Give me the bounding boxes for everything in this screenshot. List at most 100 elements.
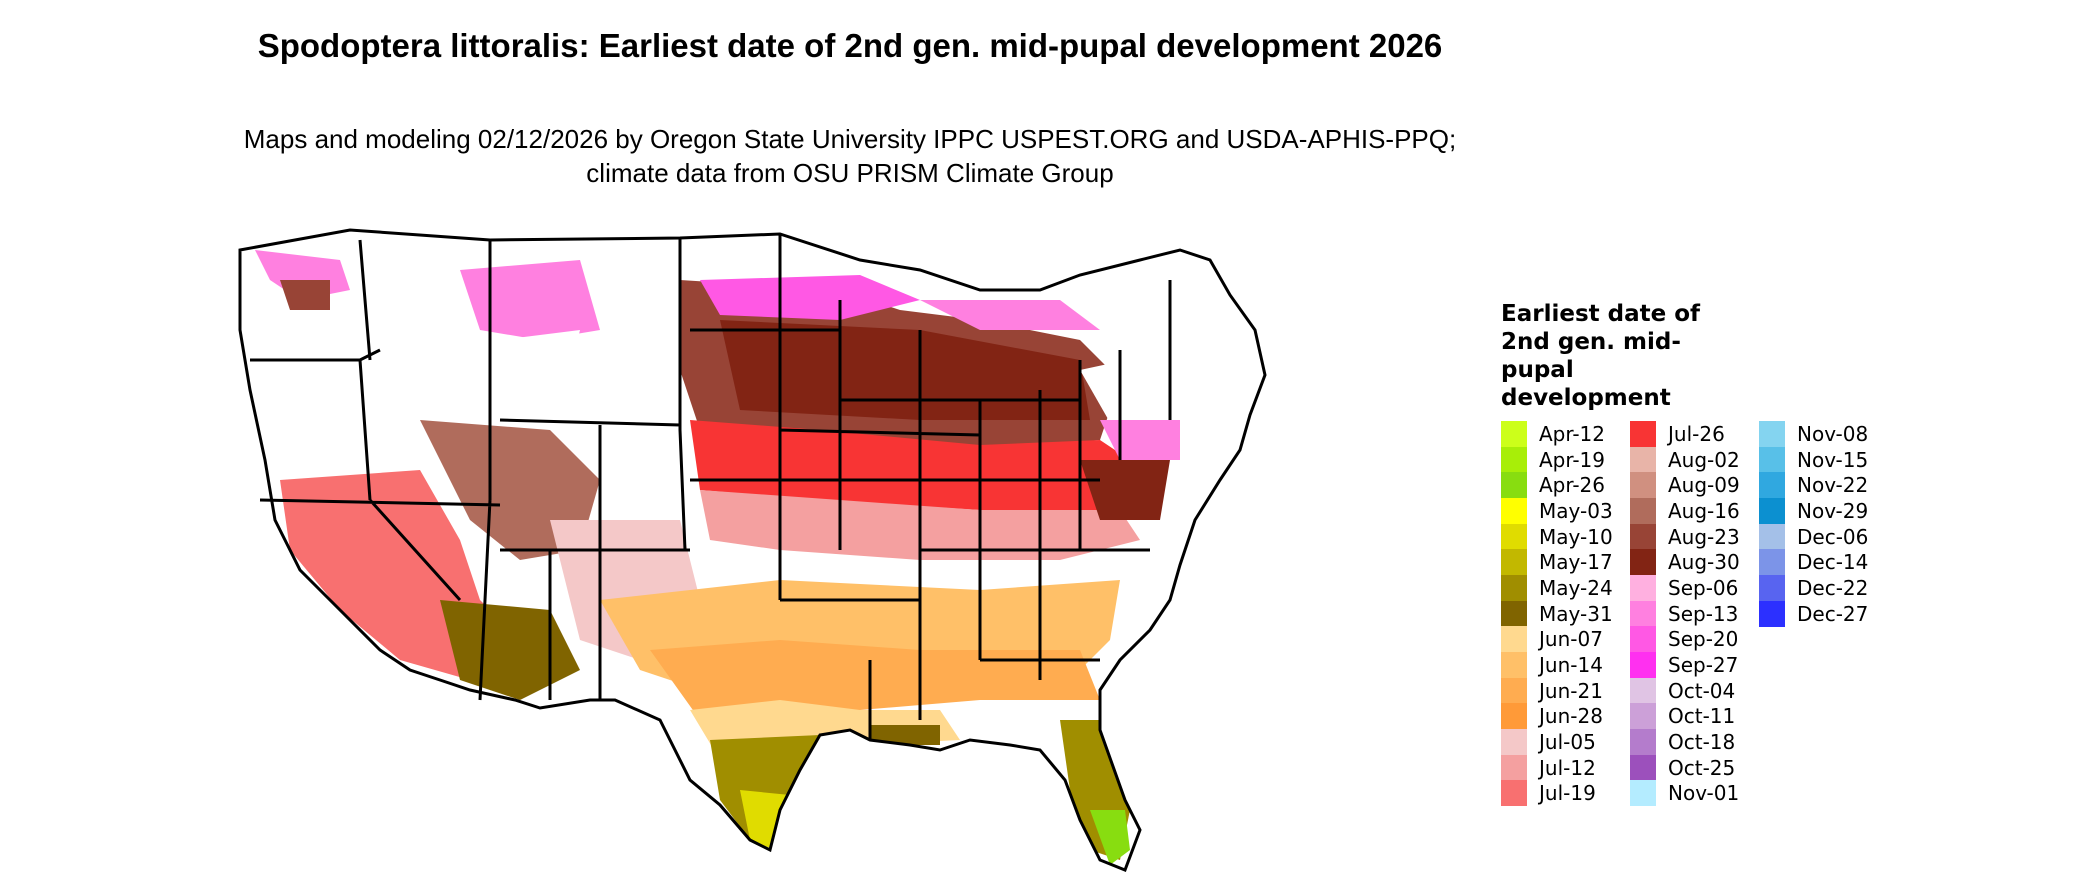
legend-item: Sep-20 bbox=[1630, 626, 1740, 653]
legend-label: Oct-25 bbox=[1668, 755, 1736, 780]
legend-swatch bbox=[1501, 549, 1527, 576]
legend-item: Jun-28 bbox=[1501, 703, 1613, 730]
legend-item: Oct-25 bbox=[1630, 754, 1740, 781]
legend-label: Dec-06 bbox=[1797, 524, 1869, 549]
legend-swatch bbox=[1501, 574, 1527, 601]
legend-swatch bbox=[1759, 600, 1785, 627]
legend-item: Jun-07 bbox=[1501, 626, 1613, 653]
legend-item: May-03 bbox=[1501, 497, 1613, 524]
legend-swatch bbox=[1759, 497, 1785, 524]
legend-item: Aug-30 bbox=[1630, 549, 1740, 576]
legend-label: Jul-12 bbox=[1539, 755, 1596, 780]
legend-item: Nov-01 bbox=[1630, 780, 1740, 807]
legend-item: Sep-27 bbox=[1630, 652, 1740, 679]
us-degree-day-map bbox=[238, 228, 1267, 872]
legend-swatch bbox=[1501, 780, 1527, 807]
legend-swatch bbox=[1501, 754, 1527, 781]
legend-label: Nov-15 bbox=[1797, 447, 1869, 472]
legend-swatch bbox=[1630, 677, 1656, 704]
legend-label: Nov-08 bbox=[1797, 421, 1869, 446]
legend-swatch bbox=[1759, 472, 1785, 499]
legend-item: Apr-19 bbox=[1501, 446, 1613, 473]
legend-swatch bbox=[1630, 446, 1656, 473]
legend-label: May-10 bbox=[1539, 524, 1613, 549]
legend-item: Aug-23 bbox=[1630, 523, 1740, 550]
legend-item: Nov-29 bbox=[1759, 497, 1868, 524]
legend-column-3: Nov-08 Nov-15 Nov-22 Nov-29 Dec-06 Dec-1… bbox=[1759, 420, 1869, 627]
legend-swatch bbox=[1501, 729, 1527, 756]
state-boundaries bbox=[238, 228, 1267, 872]
legend-label: Aug-23 bbox=[1668, 524, 1740, 549]
legend-label: Aug-02 bbox=[1668, 447, 1740, 472]
legend-label: Nov-22 bbox=[1797, 473, 1869, 498]
legend-swatch bbox=[1630, 652, 1656, 679]
legend-swatch bbox=[1501, 703, 1527, 730]
legend-swatch bbox=[1501, 523, 1527, 550]
legend-label: Aug-09 bbox=[1668, 473, 1740, 498]
map-subtitle: Maps and modeling 02/12/2026 by Oregon S… bbox=[243, 124, 1457, 188]
legend-label: Jul-05 bbox=[1539, 730, 1596, 755]
legend-item: Dec-06 bbox=[1759, 523, 1869, 550]
legend-swatch bbox=[1501, 652, 1527, 679]
legend-swatch bbox=[1630, 729, 1656, 756]
legend-label: Jun-21 bbox=[1539, 678, 1603, 703]
legend-label: Oct-11 bbox=[1668, 704, 1736, 729]
legend-label: May-24 bbox=[1539, 575, 1613, 600]
legend-label: Dec-27 bbox=[1797, 601, 1869, 626]
legend-label: Apr-26 bbox=[1539, 473, 1605, 498]
legend-item: Aug-09 bbox=[1630, 472, 1740, 499]
legend-item: Sep-13 bbox=[1630, 600, 1740, 627]
legend-swatch bbox=[1630, 754, 1656, 781]
legend-swatch bbox=[1759, 420, 1785, 447]
legend-label: May-03 bbox=[1539, 498, 1613, 523]
legend-item: Oct-18 bbox=[1630, 729, 1740, 756]
legend-item: Aug-02 bbox=[1630, 446, 1740, 473]
legend-label: Dec-14 bbox=[1797, 550, 1869, 575]
legend-item: Nov-22 bbox=[1759, 472, 1869, 499]
legend-item: Dec-14 bbox=[1759, 549, 1869, 576]
legend-swatch bbox=[1501, 446, 1527, 473]
legend-swatch bbox=[1630, 523, 1656, 550]
legend-label: Nov-01 bbox=[1668, 781, 1740, 806]
legend-item: Dec-27 bbox=[1759, 600, 1869, 627]
legend-item: Jun-21 bbox=[1501, 677, 1613, 704]
legend-swatch bbox=[1501, 600, 1527, 627]
legend-item: Jul-12 bbox=[1501, 754, 1613, 781]
legend-label: Jun-14 bbox=[1539, 653, 1603, 678]
legend-label: Sep-20 bbox=[1668, 627, 1739, 652]
legend-column-1: Apr-12 Apr-19 Apr-26 May-03 May-10 May-1… bbox=[1501, 420, 1613, 807]
legend-label: Dec-22 bbox=[1797, 575, 1869, 600]
legend-swatch bbox=[1630, 420, 1656, 447]
map-title: Spodoptera littoralis: Earliest date of … bbox=[257, 27, 1443, 64]
legend-label: May-17 bbox=[1539, 550, 1613, 575]
legend-swatch bbox=[1630, 574, 1656, 601]
legend-swatch bbox=[1501, 497, 1527, 524]
legend-swatch bbox=[1501, 626, 1527, 653]
legend-item: Jul-19 bbox=[1501, 780, 1613, 807]
legend-item: Oct-11 bbox=[1630, 703, 1740, 730]
legend-label: Aug-30 bbox=[1668, 550, 1740, 575]
legend-title: Earliest date of 2nd gen. mid-pupal deve… bbox=[1501, 301, 1701, 411]
legend-item: Apr-26 bbox=[1501, 472, 1613, 499]
legend-swatch bbox=[1630, 703, 1656, 730]
legend-item: Sep-06 bbox=[1630, 574, 1740, 601]
legend-column-2: Jul-26 Aug-02 Aug-09 Aug-16 Aug-23 Aug-3… bbox=[1630, 420, 1740, 807]
legend-label: Jul-26 bbox=[1668, 421, 1725, 446]
legend-swatch bbox=[1630, 600, 1656, 627]
legend-label: Oct-04 bbox=[1668, 678, 1736, 703]
legend-item: Nov-08 bbox=[1759, 420, 1869, 447]
legend-swatch bbox=[1630, 626, 1656, 653]
legend-item: Jul-05 bbox=[1501, 729, 1613, 756]
legend-item: Jun-14 bbox=[1501, 652, 1613, 679]
legend-swatch bbox=[1630, 472, 1656, 499]
legend-label: Oct-18 bbox=[1668, 730, 1736, 755]
legend-swatch bbox=[1759, 549, 1785, 576]
legend-swatch bbox=[1501, 472, 1527, 499]
legend-item: Oct-04 bbox=[1630, 677, 1740, 704]
legend-label: Apr-12 bbox=[1539, 421, 1605, 446]
legend-label: Jul-19 bbox=[1539, 781, 1596, 806]
map-fill-layer bbox=[240, 230, 1265, 870]
legend-item: Dec-22 bbox=[1759, 574, 1869, 601]
legend-item: May-10 bbox=[1501, 523, 1613, 550]
legend-item: Jul-26 bbox=[1630, 420, 1740, 447]
